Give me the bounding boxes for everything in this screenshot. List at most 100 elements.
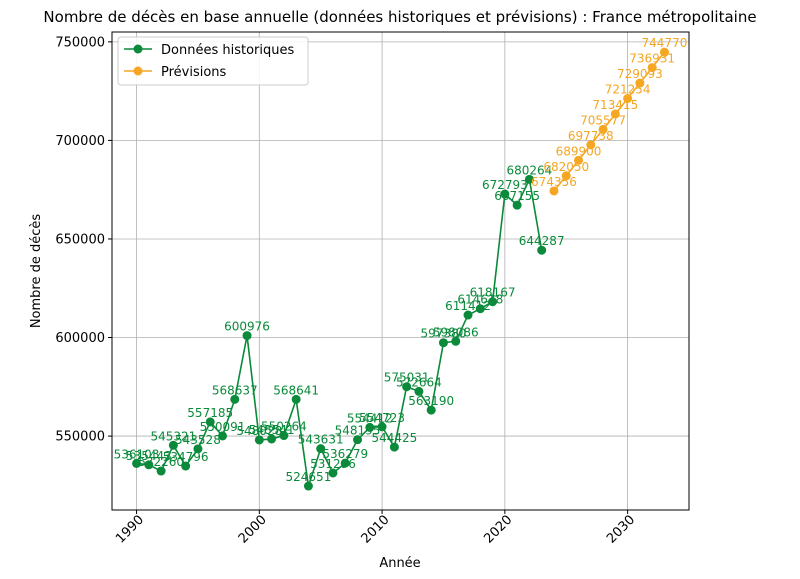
data-point	[524, 174, 534, 184]
data-point	[512, 200, 522, 210]
data-point	[267, 434, 277, 444]
data-point	[647, 63, 657, 73]
data-point	[132, 458, 142, 468]
data-label: 744770	[642, 36, 688, 50]
data-label: 535443	[126, 449, 172, 463]
data-point	[623, 94, 633, 104]
data-point	[463, 310, 473, 320]
series-line	[136, 176, 543, 487]
data-label: 600976	[224, 320, 270, 334]
data-point	[242, 331, 252, 341]
y-tick-label: 700000	[55, 134, 105, 149]
y-axis: 550000 600000 650000 700000 750000	[55, 35, 112, 445]
data-label: 721254	[605, 83, 651, 97]
data-point	[353, 435, 363, 445]
legend-box	[117, 36, 309, 86]
data-label: 674356	[531, 175, 577, 189]
data-label: 575031	[384, 371, 430, 385]
data-label: 611412	[445, 299, 491, 313]
legend-label-forecast: Prévisions	[161, 65, 227, 80]
data-label: 548028	[236, 424, 282, 438]
data-point	[279, 431, 289, 441]
data-label: 672793	[482, 178, 528, 192]
data-point	[254, 435, 264, 445]
legend-label-historical: Données historiques	[161, 43, 294, 58]
data-label: 554723	[359, 411, 405, 425]
y-axis-label: Nombre de décès	[29, 214, 44, 329]
data-label: 568641	[273, 383, 319, 397]
data-label: 532260	[138, 455, 184, 469]
data-point	[561, 171, 571, 181]
data-point	[316, 444, 326, 454]
data-label: 689900	[556, 144, 602, 158]
data-label: 548195	[335, 424, 381, 438]
data-point	[488, 297, 498, 307]
data-point	[475, 304, 485, 314]
legend: Données historiques Prévisions	[117, 36, 309, 86]
data-label: 682050	[543, 160, 589, 174]
data-point	[402, 382, 412, 392]
data-point	[328, 468, 338, 478]
data-point	[451, 336, 461, 346]
data-point	[144, 460, 154, 470]
data-point	[500, 189, 510, 199]
data-label: 550091	[200, 420, 246, 434]
data-point	[610, 109, 620, 119]
data-point	[156, 466, 166, 476]
x-axis: 1990 2000 2010 2020 2030	[113, 510, 638, 547]
data-label: 545321	[150, 429, 196, 443]
data-point	[537, 245, 547, 255]
data-label: 550264	[261, 420, 307, 434]
data-label: 680264	[506, 163, 552, 177]
data-label: 544425	[371, 431, 417, 445]
x-axis-label: Année	[379, 556, 420, 571]
data-point	[217, 431, 227, 441]
data-label: 531296	[310, 457, 356, 471]
grid	[112, 32, 689, 510]
data-label: 614618	[457, 293, 503, 307]
data-point	[193, 444, 203, 454]
y-tick-label: 650000	[55, 232, 105, 247]
data-label: 536279	[322, 447, 368, 461]
data-point	[377, 422, 387, 432]
data-label: 572664	[396, 375, 442, 389]
y-tick-label: 600000	[55, 331, 105, 346]
data-label: 568637	[212, 383, 258, 397]
data-point	[549, 186, 559, 196]
data-point	[586, 140, 596, 150]
x-tick-label: 2030	[604, 513, 638, 547]
x-tick-label: 2010	[359, 513, 393, 547]
legend-marker-forecast	[133, 66, 143, 76]
data-point	[168, 440, 178, 450]
data-point	[340, 458, 350, 468]
data-point	[414, 386, 424, 396]
data-point	[598, 124, 608, 134]
data-point	[438, 338, 448, 348]
legend-marker-historical	[133, 44, 143, 54]
data-label: 729093	[617, 67, 663, 81]
x-tick-label: 2000	[236, 513, 270, 547]
data-point	[205, 417, 215, 427]
data-label: 597380	[421, 327, 467, 341]
data-label: 697738	[568, 129, 614, 143]
data-point	[389, 442, 399, 452]
data-label: 667155	[494, 189, 540, 203]
data-point	[303, 481, 313, 491]
data-point	[230, 394, 240, 404]
y-tick-label: 550000	[55, 430, 105, 445]
data-label: 736931	[629, 52, 675, 66]
data-label: 524651	[286, 470, 332, 484]
data-label: 713415	[592, 98, 638, 112]
data-point	[635, 78, 645, 88]
data-point	[291, 394, 301, 404]
data-point	[426, 405, 436, 415]
x-tick-label: 2020	[481, 513, 515, 547]
data-label: 543631	[298, 433, 344, 447]
x-tick-label: 1990	[113, 513, 147, 547]
data-label: 598086	[433, 325, 479, 339]
data-point	[365, 422, 375, 432]
